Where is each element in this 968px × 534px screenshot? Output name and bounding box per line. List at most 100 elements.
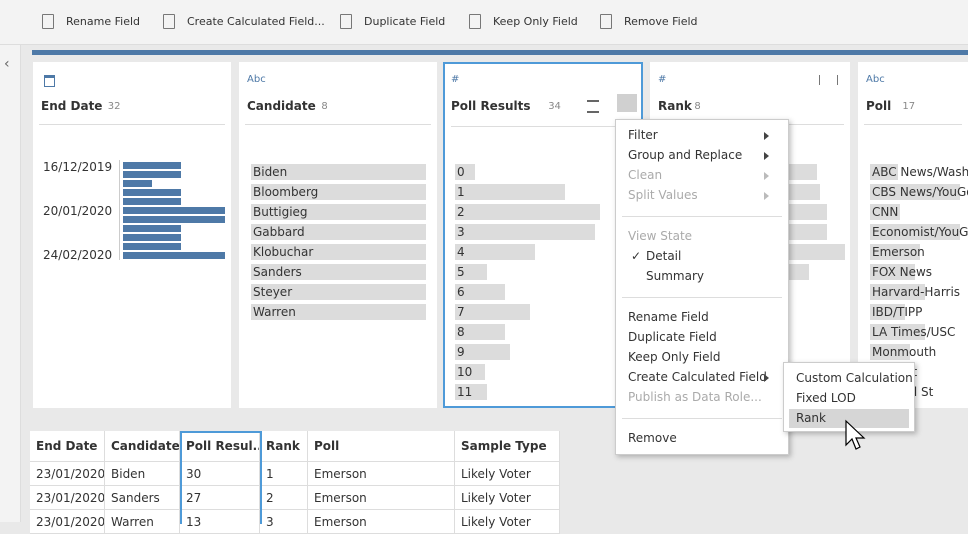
column-header[interactable]: Sample Type <box>454 431 560 462</box>
submenu-arrow <box>764 172 769 180</box>
table-cell: Likely Voter <box>454 461 560 486</box>
card-icons <box>810 75 847 86</box>
column-header[interactable]: Candidate <box>104 431 180 462</box>
histogram-bar <box>123 207 225 214</box>
value-label[interactable]: Harvard-Harris <box>872 285 961 299</box>
toolbar-button[interactable]: Keep Only Field <box>493 15 578 28</box>
value-label[interactable]: 5 <box>457 265 465 279</box>
value-label[interactable]: 9 <box>457 345 465 359</box>
card-separator <box>245 124 431 125</box>
value-label[interactable]: Steyer <box>253 285 293 299</box>
submenu-item[interactable]: Fixed LOD <box>796 391 856 405</box>
value-label[interactable]: Buttigieg <box>253 205 308 219</box>
menu-separator <box>622 297 782 298</box>
card-separator <box>864 124 962 125</box>
value-bar <box>251 164 426 180</box>
value-label[interactable]: Sanders <box>253 265 302 279</box>
axis-label: 20/01/2020 <box>43 204 113 218</box>
more-button[interactable] <box>617 94 637 112</box>
toolbar-button[interactable]: Create Calculated Field... <box>187 15 325 28</box>
value-label[interactable]: Warren <box>253 305 296 319</box>
value-label[interactable]: CNN <box>872 205 899 219</box>
value-bar <box>870 324 925 340</box>
submenu-arrow <box>764 132 769 140</box>
menu-item[interactable]: Create Calculated Field <box>628 370 767 384</box>
value-label[interactable]: 3 <box>457 225 465 239</box>
menu-item[interactable]: Remove <box>628 431 677 445</box>
collapse-button[interactable]: ‹ <box>4 56 10 72</box>
value-label[interactable]: 0 <box>457 165 465 179</box>
value-bar <box>251 224 426 240</box>
value-label[interactable]: IBD/TIPP <box>872 305 923 319</box>
column-header[interactable]: Poll <box>307 431 455 462</box>
toolbar-button[interactable]: Rename Field <box>66 15 140 28</box>
value-label[interactable]: Emerson <box>872 245 925 259</box>
column-header[interactable]: End Date <box>30 431 105 462</box>
histogram-bar <box>123 171 181 178</box>
highlight <box>789 409 909 428</box>
value-bar <box>455 164 475 180</box>
table-row: 23/01/2020 Sanders 27 2 Emerson Likely Voter <box>30 485 560 510</box>
value-label[interactable]: LA Times/USC <box>872 325 956 339</box>
menu-item[interactable]: Detail <box>646 249 682 263</box>
value-bar <box>870 224 960 240</box>
card-title: Candidate <box>247 99 316 113</box>
type-icon: Abc <box>247 74 266 85</box>
value-label[interactable]: 8 <box>457 325 465 339</box>
value-label[interactable]: 2 <box>457 205 465 219</box>
histogram-bar <box>123 189 181 196</box>
toolbar-button[interactable]: Duplicate Field <box>364 15 446 28</box>
submenu-arrow <box>764 192 769 200</box>
menu-item: Split Values <box>628 188 698 202</box>
value-label[interactable]: 7 <box>457 305 465 319</box>
value-bar <box>455 184 565 200</box>
table-row: 23/01/2020 Biden 30 1 Emerson Likely Voter <box>30 461 560 486</box>
submenu-arrow <box>764 374 769 382</box>
value-label[interactable]: 11 <box>457 385 473 399</box>
sort-button[interactable] <box>587 100 599 113</box>
value-label[interactable]: ABC News/Wash P <box>872 165 968 179</box>
column-header[interactable]: Poll Resul... <box>179 431 260 462</box>
menu-item[interactable]: Group and Replace <box>628 148 743 162</box>
cursor <box>845 419 866 450</box>
menu-item[interactable]: Summary <box>646 269 704 283</box>
profile-card[interactable]: # Poll Results 34 0 1 2 3 4 5 6 7 8 9 10 11 <box>443 62 643 408</box>
value-label[interactable]: 10 <box>457 365 473 379</box>
value-label[interactable]: Biden <box>253 165 288 179</box>
axis-label: 16/12/2019 <box>43 160 113 174</box>
value-label[interactable]: 4 <box>457 245 465 259</box>
menu-item[interactable]: Keep Only Field <box>628 350 721 364</box>
menu-item[interactable]: Filter <box>628 128 658 142</box>
profile-card[interactable]: End Date 32 16/12/2019 20/01/2020 24/02/2020 <box>33 62 231 408</box>
value-label[interactable]: Klobuchar <box>253 245 314 259</box>
toolbar-icon <box>163 14 175 29</box>
value-label[interactable]: 1 <box>457 185 465 199</box>
toolbar-button[interactable]: Remove Field <box>624 15 698 28</box>
value-bar <box>870 204 900 220</box>
value-label[interactable]: 6 <box>457 285 465 299</box>
value-label[interactable]: Gabbard <box>253 225 305 239</box>
column-header[interactable]: Rank <box>259 431 308 462</box>
card-count: 17 <box>902 101 916 112</box>
profile-card[interactable]: Abc Candidate 8 Biden Bloomberg Buttigieg Gabb… <box>239 62 437 408</box>
value-label[interactable]: Economist/YouGo <box>872 225 968 239</box>
value-label[interactable]: FOX News <box>872 265 933 279</box>
value-bar <box>455 284 505 300</box>
toolbar-icon <box>600 14 612 29</box>
submenu-item[interactable]: Custom Calculation <box>796 371 913 385</box>
sidebar <box>0 45 21 522</box>
card-separator <box>451 126 635 127</box>
menu-item[interactable]: Duplicate Field <box>628 330 717 344</box>
value-label[interactable]: Monmouth <box>872 345 937 359</box>
submenu-item[interactable]: Rank <box>796 411 826 425</box>
menu-item[interactable]: Rename Field <box>628 310 709 324</box>
value-bar <box>870 164 898 180</box>
profile-card[interactable]: Abc Poll 17 ABC News/Wash P CBS News/YouGov C… <box>858 62 968 408</box>
table-cell: Likely Voter <box>454 485 560 510</box>
histogram-bar <box>123 243 181 250</box>
value-label[interactable]: Bloomberg <box>253 185 319 199</box>
card-title: Poll <box>866 99 892 113</box>
value-label[interactable]: CBS News/YouGov <box>872 185 968 199</box>
card-title: Rank <box>658 99 692 113</box>
card-count: 32 <box>107 101 121 112</box>
